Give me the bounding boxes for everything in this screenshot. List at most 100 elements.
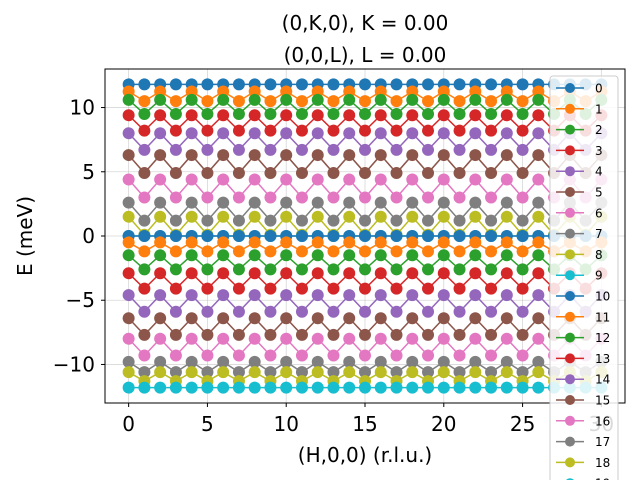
data-point-4-14	[343, 127, 356, 140]
data-point-11-25	[516, 245, 529, 258]
data-point-8-2	[154, 210, 167, 223]
data-point-4-9	[264, 143, 277, 156]
chart-title-line1: (0,K,0), K = 0.00	[282, 11, 449, 35]
data-point-1-1	[138, 95, 151, 108]
data-point-3-26	[532, 109, 545, 122]
data-point-1-15	[359, 95, 371, 108]
data-point-8-0	[122, 210, 135, 223]
x-axis-label: (H,0,0) (r.l.u.)	[298, 443, 432, 467]
data-point-13-17	[390, 282, 403, 295]
data-point-6-26	[532, 173, 545, 186]
data-point-11-12	[311, 236, 324, 249]
data-point-6-0	[122, 173, 135, 186]
data-point-16-18	[406, 332, 419, 345]
data-point-13-19	[422, 282, 435, 295]
data-point-10-19	[422, 230, 435, 242]
data-point-19-9	[264, 381, 277, 394]
data-point-1-3	[169, 95, 182, 108]
data-point-13-14	[343, 267, 356, 280]
data-point-12-8	[248, 249, 261, 262]
data-point-11-0	[122, 236, 135, 249]
data-point-2-12	[311, 93, 324, 106]
data-point-16-4	[185, 332, 198, 345]
legend-label-4: 4	[595, 165, 603, 179]
data-point-17-19	[422, 366, 435, 379]
data-point-8-20	[437, 210, 450, 223]
legend-label-17: 17	[595, 435, 610, 449]
legend-label-18: 18	[595, 456, 610, 470]
data-point-15-14	[343, 312, 356, 325]
data-point-16-24	[500, 332, 513, 345]
data-point-19-11	[295, 381, 308, 394]
data-point-14-20	[437, 289, 450, 302]
data-point-19-23	[485, 381, 498, 394]
data-point-6-25	[516, 191, 529, 204]
data-point-1-18	[406, 85, 419, 98]
legend-label-19: 19	[595, 477, 610, 480]
data-point-14-21	[453, 305, 466, 318]
data-point-10-3	[169, 230, 182, 242]
data-point-13-3	[169, 282, 182, 295]
legend-marker-16	[565, 415, 575, 426]
data-point-2-19	[422, 107, 435, 120]
data-point-17-26	[532, 355, 545, 368]
data-point-2-21	[453, 107, 466, 120]
data-point-17-23	[485, 366, 498, 379]
data-point-15-8	[248, 312, 261, 325]
legend-label-16: 16	[595, 414, 610, 428]
data-point-7-1	[138, 214, 151, 227]
data-point-7-0	[122, 196, 135, 209]
legend-label-15: 15	[595, 394, 610, 408]
legend-marker-4	[565, 166, 575, 177]
data-point-13-7	[232, 282, 245, 295]
legend-entry-2: 2	[556, 123, 603, 137]
data-point-18-24	[500, 366, 513, 379]
data-point-12-13	[327, 263, 340, 276]
chart-title-line2: (0,0,L), L = 0.00	[284, 43, 447, 67]
data-point-7-6	[217, 196, 230, 209]
data-point-7-7	[232, 214, 245, 227]
data-point-7-4	[185, 196, 198, 209]
data-point-2-26	[532, 93, 545, 106]
data-point-6-10	[280, 173, 293, 186]
data-point-5-21	[453, 167, 466, 180]
data-point-7-11	[295, 214, 308, 227]
legend-label-5: 5	[595, 186, 603, 200]
data-point-11-10	[280, 236, 293, 249]
data-point-10-17	[390, 230, 403, 242]
data-point-3-17	[390, 124, 403, 137]
legend-marker-11	[565, 311, 575, 322]
data-point-3-15	[359, 124, 371, 137]
data-point-11-2	[154, 236, 167, 249]
x-tick-label-5: 25	[510, 412, 535, 436]
legend-entry-18: 18	[556, 456, 610, 470]
data-point-4-20	[437, 127, 450, 140]
data-point-13-5	[201, 282, 214, 295]
data-point-15-5	[201, 328, 214, 341]
data-point-19-8	[248, 381, 261, 394]
data-point-15-7	[232, 328, 245, 341]
data-point-6-23	[485, 191, 498, 204]
data-point-19-12	[311, 381, 324, 394]
data-point-3-23	[485, 124, 498, 137]
data-point-11-16	[374, 236, 387, 249]
data-point-16-6	[217, 332, 230, 345]
legend-entry-9: 9	[556, 269, 603, 283]
data-point-18-2	[154, 366, 167, 379]
data-point-4-12	[311, 127, 324, 140]
data-point-15-12	[311, 312, 324, 325]
data-point-19-18	[406, 381, 419, 394]
data-point-7-2	[154, 196, 167, 209]
data-point-12-12	[311, 249, 324, 262]
data-point-18-0	[122, 366, 135, 379]
data-point-3-9	[264, 124, 277, 137]
x-tick-label-2: 10	[273, 412, 298, 436]
data-point-12-18	[406, 249, 419, 262]
data-point-17-15	[359, 366, 371, 379]
data-point-17-17	[390, 366, 403, 379]
data-point-3-19	[422, 124, 435, 137]
data-point-1-7	[232, 95, 245, 108]
data-point-17-22	[469, 355, 482, 368]
data-point-19-4	[185, 381, 198, 394]
data-point-16-15	[359, 349, 371, 362]
